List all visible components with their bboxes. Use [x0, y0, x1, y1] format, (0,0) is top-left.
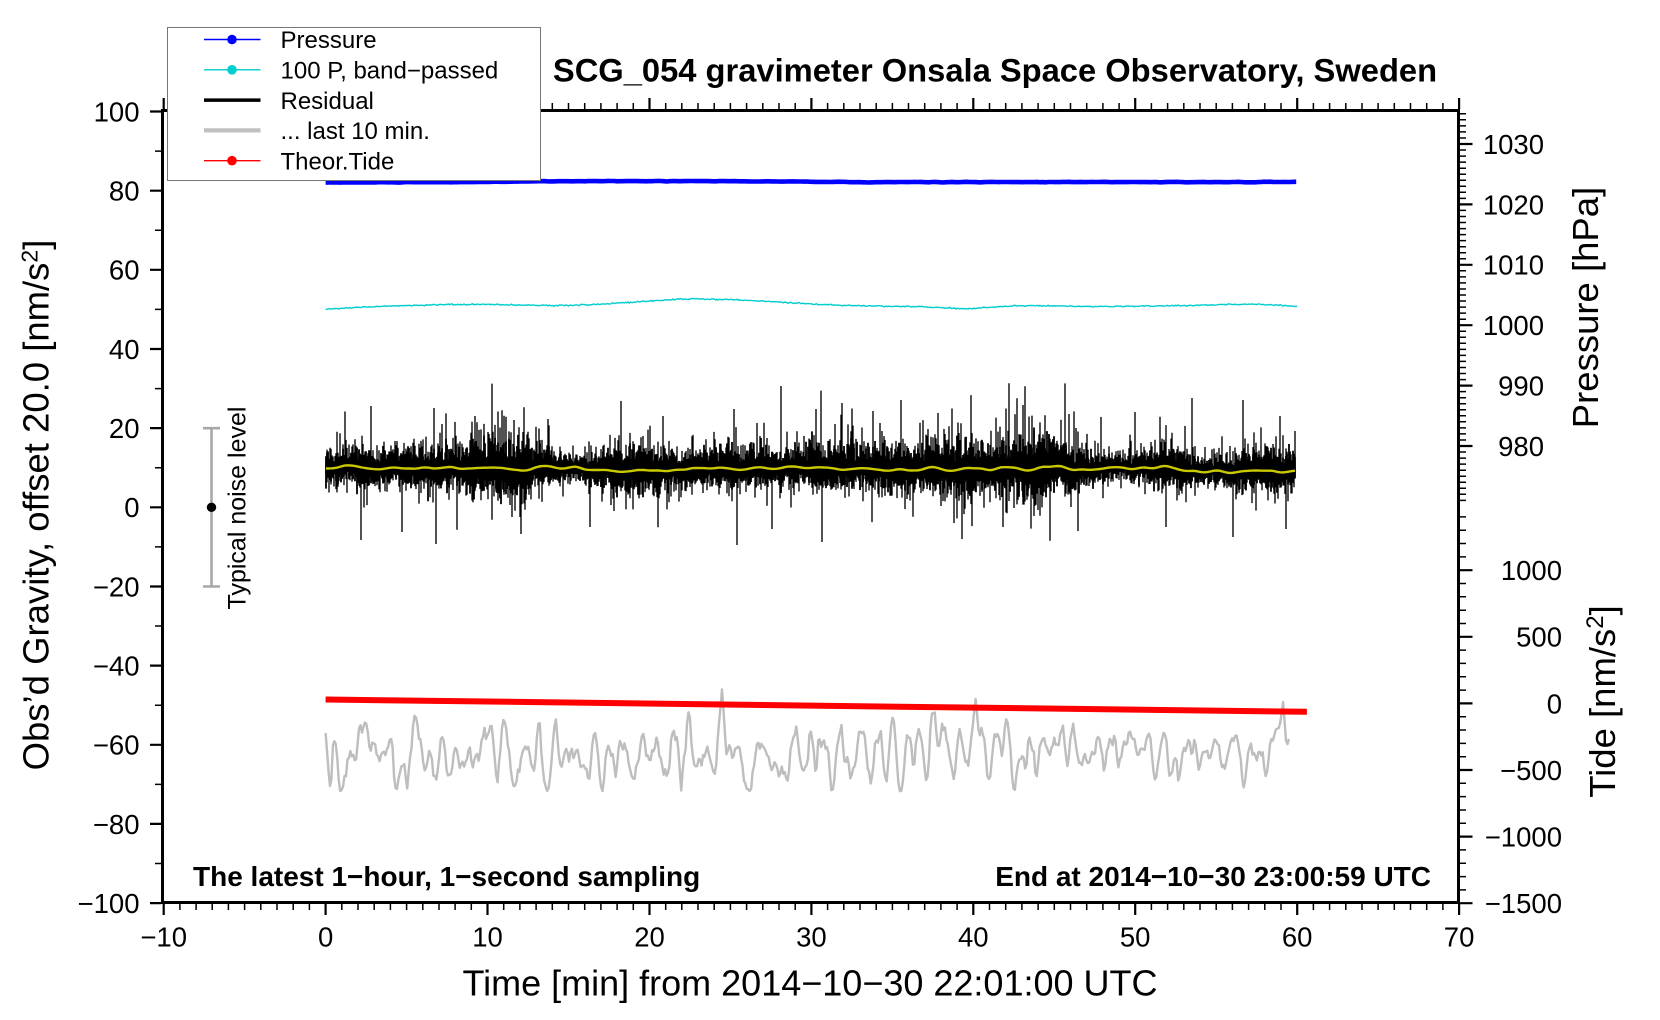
svg-text:SCG_054 gravimeter Onsala Spac: SCG_054 gravimeter Onsala Space Observat…: [553, 52, 1437, 89]
svg-text:40: 40: [958, 922, 989, 953]
svg-text:0: 0: [318, 922, 333, 953]
svg-text:The latest 1−hour, 1−second sa: The latest 1−hour, 1−second sampling: [193, 861, 700, 892]
svg-text:980: 980: [1498, 431, 1544, 462]
svg-text:−1500: −1500: [1485, 888, 1562, 919]
svg-text:100 P, band−passed: 100 P, band−passed: [281, 58, 499, 85]
svg-text:0: 0: [1547, 688, 1562, 719]
svg-text:End at 2014−10−30 23:00:59 UTC: End at 2014−10−30 23:00:59 UTC: [995, 861, 1431, 892]
svg-text:Residual: Residual: [281, 88, 374, 115]
svg-text:20: 20: [634, 922, 665, 953]
svg-text:50: 50: [1120, 922, 1151, 953]
svg-text:Pressure: Pressure: [281, 27, 377, 54]
svg-text:60: 60: [1282, 922, 1313, 953]
svg-text:60: 60: [109, 255, 140, 286]
svg-text:Time [min] from 2014−10−30 22:: Time [min] from 2014−10−30 22:01:00 UTC: [462, 963, 1157, 1004]
svg-text:−20: −20: [93, 571, 140, 602]
svg-text:−60: −60: [93, 730, 140, 761]
svg-text:990: 990: [1498, 371, 1544, 402]
svg-text:10: 10: [472, 922, 503, 953]
svg-text:70: 70: [1444, 922, 1475, 953]
svg-text:−80: −80: [93, 809, 140, 840]
svg-text:40: 40: [109, 334, 140, 365]
svg-text:−1000: −1000: [1485, 822, 1562, 853]
svg-text:−40: −40: [93, 651, 140, 682]
svg-text:... last 10 min.: ... last 10 min.: [281, 118, 430, 145]
svg-text:Theor.Tide: Theor.Tide: [281, 148, 395, 175]
svg-text:80: 80: [109, 176, 140, 207]
svg-text:1030: 1030: [1483, 129, 1544, 160]
svg-text:20: 20: [109, 413, 140, 444]
svg-text:Pressure [hPa]: Pressure [hPa]: [1565, 187, 1606, 428]
svg-text:Typical noise level: Typical noise level: [224, 407, 252, 610]
svg-text:500: 500: [1516, 622, 1562, 653]
svg-text:−500: −500: [1500, 755, 1562, 786]
svg-text:Tide [nm/s2]: Tide [nm/s2]: [1582, 605, 1623, 798]
svg-text:Obs’d Gravity, offset 20.0 [nm: Obs’d Gravity, offset 20.0 [nm/s2]: [16, 240, 57, 771]
svg-text:30: 30: [796, 922, 827, 953]
svg-text:1010: 1010: [1483, 250, 1544, 281]
svg-text:100: 100: [94, 96, 140, 127]
svg-text:−10: −10: [140, 922, 187, 953]
svg-text:−100: −100: [78, 888, 140, 919]
svg-text:1000: 1000: [1501, 555, 1562, 586]
svg-text:0: 0: [124, 492, 139, 523]
svg-text:1000: 1000: [1483, 310, 1544, 341]
svg-text:1020: 1020: [1483, 189, 1544, 220]
